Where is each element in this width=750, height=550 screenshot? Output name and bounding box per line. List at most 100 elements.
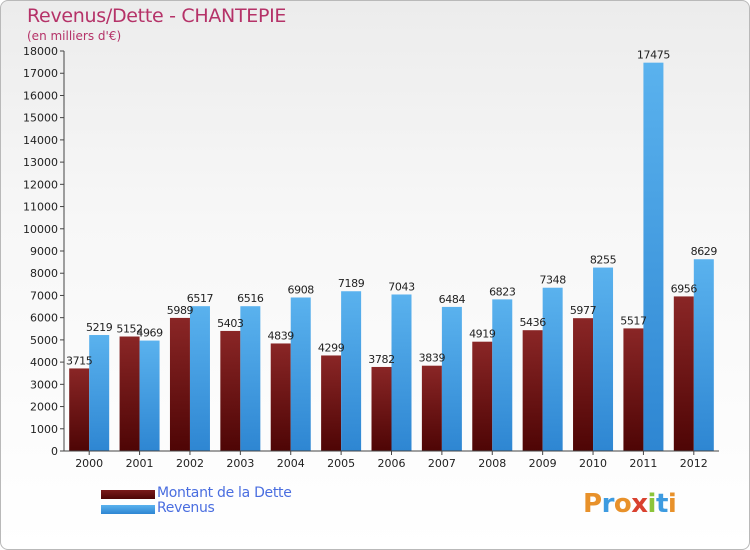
bar-revenus [240, 306, 261, 451]
proxiti-logo: Proxiti [583, 489, 677, 519]
value-label-dette: 3715 [66, 354, 93, 367]
chart-subtitle: (en milliers d'€) [27, 29, 122, 43]
value-label-dette: 3839 [419, 352, 446, 365]
bar-revenus [341, 291, 362, 451]
x-tick-label: 2008 [478, 457, 506, 470]
logo-letter: i [647, 489, 657, 519]
y-tick-label: 5000 [30, 334, 58, 347]
logo-letter: o [613, 489, 632, 519]
bar-dette [321, 355, 342, 451]
value-label-revenus: 6484 [439, 293, 466, 306]
bar-revenus [643, 62, 664, 452]
y-tick-label: 7000 [30, 289, 58, 302]
x-tick-label: 2006 [378, 457, 406, 470]
y-tick-label: 12000 [23, 178, 58, 191]
logo-letter: i [667, 489, 677, 519]
value-label-revenus: 8255 [590, 254, 617, 267]
y-tick-label: 8000 [30, 267, 58, 280]
value-label-dette: 4919 [469, 328, 496, 341]
value-label-revenus: 7043 [388, 280, 415, 293]
value-label-dette: 5517 [620, 314, 647, 327]
bar-dette [673, 296, 694, 451]
logo-letter: P [583, 489, 602, 519]
y-tick-label: 3000 [30, 378, 58, 391]
logo-letter: t [655, 489, 668, 519]
y-tick-label: 17000 [23, 67, 58, 80]
value-label-dette: 5403 [217, 317, 244, 330]
value-label-revenus: 6908 [288, 283, 315, 296]
y-tick-label: 10000 [23, 223, 58, 236]
value-label-dette: 5436 [519, 316, 546, 329]
x-tick-label: 2000 [75, 457, 103, 470]
y-tick-label: 15000 [23, 112, 58, 125]
y-tick-label: 0 [51, 445, 58, 458]
value-label-dette: 6956 [671, 282, 698, 295]
value-label-dette: 3782 [368, 353, 394, 366]
legend-label-revenus: Revenus [157, 500, 215, 516]
value-label-dette: 5989 [167, 304, 194, 317]
y-tick-label: 4000 [30, 356, 58, 369]
x-tick-label: 2012 [680, 457, 708, 470]
y-tick-label: 11000 [23, 201, 58, 214]
y-tick-label: 6000 [30, 312, 58, 325]
bar-revenus [492, 299, 513, 451]
bar-dette [270, 343, 291, 451]
value-label-dette: 4299 [318, 341, 345, 354]
value-label-dette: 5152 [116, 323, 142, 336]
bar-dette [119, 336, 140, 451]
legend-swatch-revenus [101, 505, 155, 514]
legend-label-debt: Montant de la Dette [157, 485, 292, 501]
bars [69, 62, 714, 452]
y-tick-label: 14000 [23, 134, 58, 147]
bar-dette [421, 365, 442, 451]
bar-dette [169, 317, 190, 451]
value-label-revenus: 7348 [539, 274, 566, 287]
x-tick-label: 2002 [176, 457, 204, 470]
y-tick-label: 16000 [23, 89, 58, 102]
value-label-revenus: 6823 [489, 285, 516, 298]
value-label-revenus: 6517 [187, 292, 214, 305]
x-tick-label: 2003 [226, 457, 254, 470]
bar-dette [371, 366, 392, 451]
logo-letter: r [601, 489, 615, 519]
bar-dette [220, 330, 241, 451]
value-label-revenus: 17475 [637, 49, 670, 62]
x-tick-label: 2010 [579, 457, 607, 470]
bar-revenus [139, 340, 160, 451]
y-axis: 0 1000 2000 3000 4000 5000 6000 7000 8000 9000 100… [23, 45, 65, 458]
bar-revenus [391, 294, 412, 451]
bar-revenus [189, 306, 210, 451]
value-label-revenus: 5219 [86, 321, 113, 334]
y-tick-label: 18000 [23, 45, 58, 58]
value-label-dette: 5977 [570, 304, 597, 317]
bar-dette [522, 330, 543, 451]
bar-revenus [542, 287, 563, 451]
chart-title: Revenus/Dette - CHANTEPIE [27, 5, 287, 27]
bar-revenus [290, 297, 311, 451]
y-tick-label: 9000 [30, 245, 58, 258]
value-label-revenus: 7189 [338, 277, 365, 290]
bar-revenus [593, 267, 614, 451]
x-axis: 2000 2001 2002 2003 2004 2005 2006 2007 2008 2009… [64, 450, 719, 470]
x-tick-label: 2004 [277, 457, 305, 470]
bar-revenus [89, 335, 110, 451]
y-tick-label: 2000 [30, 401, 58, 414]
legend-swatch-debt [101, 490, 155, 499]
bar-revenus [441, 306, 462, 451]
x-tick-label: 2007 [428, 457, 456, 470]
value-label-revenus: 4969 [136, 327, 163, 340]
x-tick-label: 2009 [529, 457, 557, 470]
value-label-dette: 4839 [268, 329, 295, 342]
bar-dette [69, 368, 90, 451]
logo-letter: x [631, 489, 648, 519]
x-tick-label: 2001 [126, 457, 154, 470]
x-tick-label: 2011 [629, 457, 657, 470]
y-tick-label: 1000 [30, 423, 58, 436]
bar-dette [623, 328, 644, 451]
y-tick-label: 13000 [23, 156, 58, 169]
bar-dette [472, 341, 493, 451]
value-label-revenus: 8629 [691, 245, 718, 258]
